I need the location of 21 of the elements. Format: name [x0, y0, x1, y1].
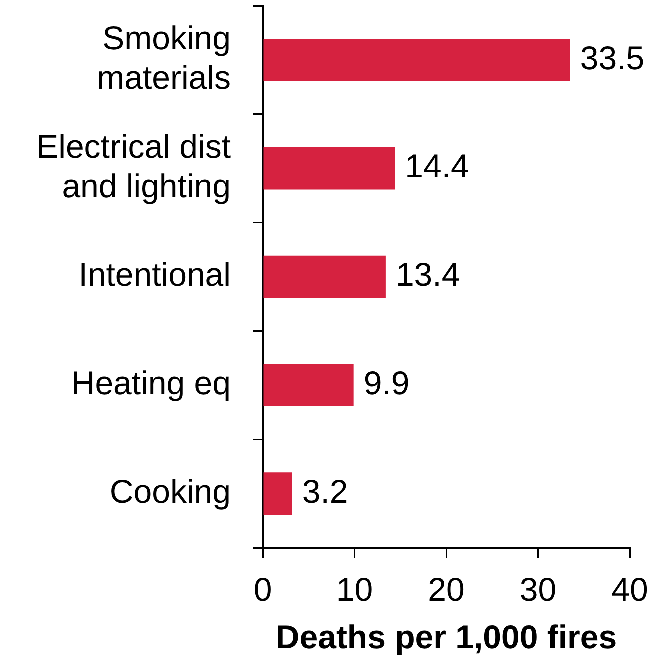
data-label: 33.5 — [580, 39, 645, 76]
y-tick-label: Intentional — [78, 256, 231, 294]
y-tick-label: Electrical dist and lighting — [36, 128, 231, 204]
x-axis-title: Deaths per 1,000 fires — [276, 618, 618, 656]
bar — [264, 39, 570, 82]
data-label: 9.9 — [364, 364, 410, 402]
y-tick-label: Smoking materials — [97, 19, 231, 96]
x-tick-label: 40 — [612, 570, 648, 608]
data-label: 3.2 — [302, 472, 348, 510]
y-tick-label: Cooking — [110, 472, 231, 510]
bar — [264, 147, 396, 190]
x-tick-label: 30 — [520, 570, 557, 608]
bar — [264, 472, 292, 515]
data-label: 14.4 — [405, 148, 470, 185]
x-tick-label: 10 — [336, 570, 374, 608]
x-tick-label: 0 — [254, 570, 272, 608]
bar — [264, 256, 386, 298]
bar — [264, 364, 354, 407]
x-tick-label: 20 — [428, 570, 465, 608]
y-tick-label: Heating eq — [71, 364, 231, 402]
data-label: 13.4 — [396, 256, 460, 294]
